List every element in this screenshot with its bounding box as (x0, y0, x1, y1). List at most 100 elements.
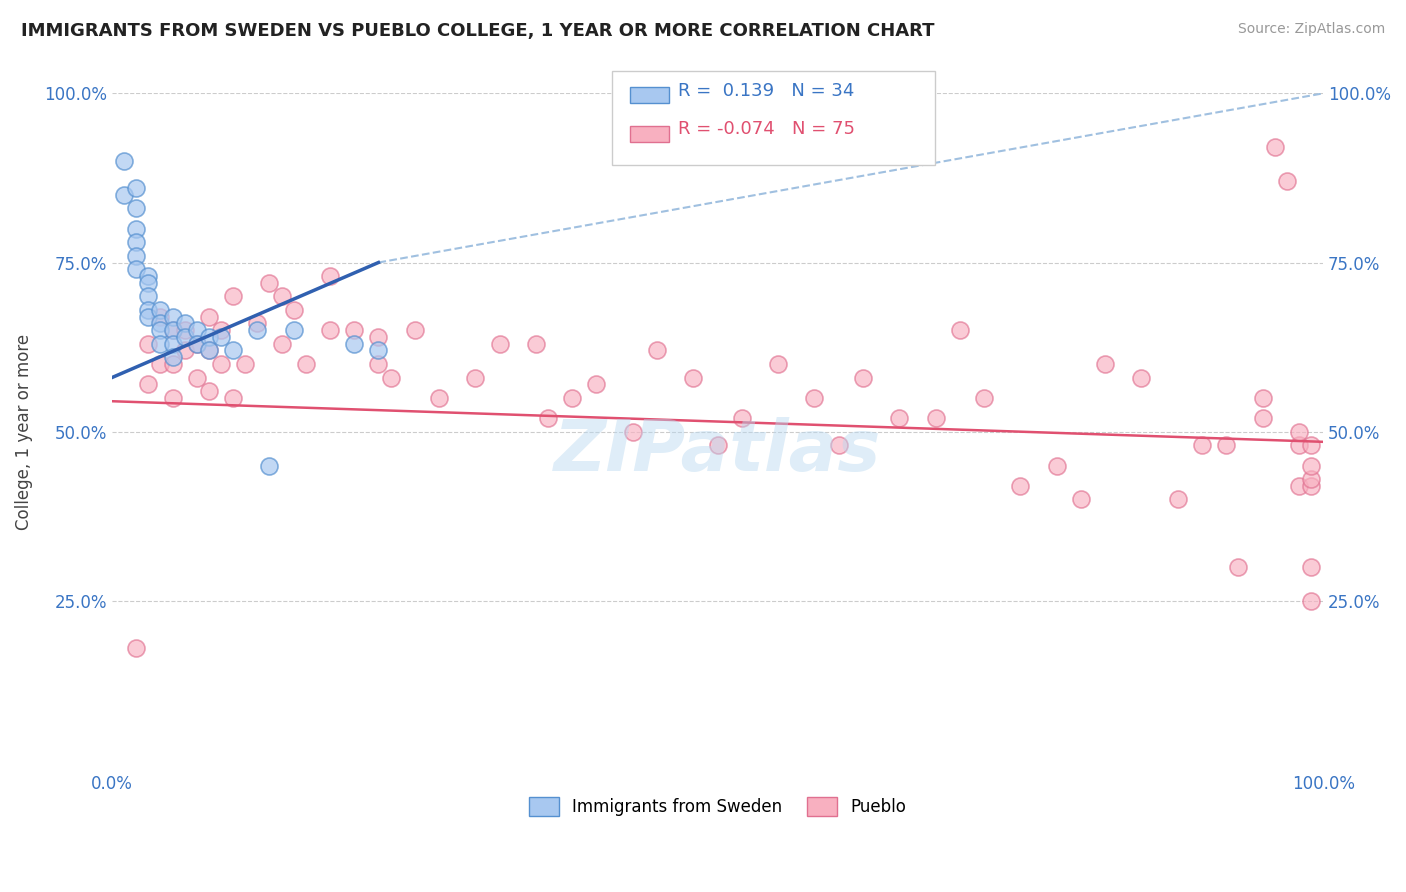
Point (222, 343, 245, 358)
Point (731, 411, 754, 425)
Point (136, 302, 159, 317)
Point (1299, 479, 1322, 493)
Point (621, 425, 644, 439)
Point (222, 391, 245, 405)
Point (561, 391, 583, 405)
Point (198, 310, 221, 324)
Y-axis label: College, 1 year or more: College, 1 year or more (15, 334, 32, 530)
Point (537, 411, 560, 425)
Point (343, 336, 366, 351)
Point (149, 357, 172, 371)
Point (1215, 438, 1237, 452)
Point (1167, 492, 1189, 507)
Point (464, 370, 486, 384)
Point (1251, 411, 1274, 425)
Point (1251, 391, 1274, 405)
Point (222, 289, 245, 303)
Point (766, 357, 789, 371)
Point (259, 276, 281, 290)
Point (319, 268, 342, 283)
Point (706, 438, 728, 452)
Point (173, 330, 195, 344)
Point (270, 289, 292, 303)
Point (367, 357, 389, 371)
Point (1299, 438, 1322, 452)
Point (524, 336, 547, 351)
Point (1275, 174, 1298, 188)
Text: R = -0.074   N = 75: R = -0.074 N = 75 (678, 120, 855, 138)
Point (852, 370, 875, 384)
Point (404, 323, 426, 337)
Point (162, 310, 184, 324)
Point (294, 357, 316, 371)
Point (1046, 458, 1069, 473)
Point (585, 377, 607, 392)
Point (645, 343, 668, 358)
Point (125, 235, 148, 250)
Point (198, 343, 221, 358)
Point (343, 323, 366, 337)
Point (209, 357, 232, 371)
Point (1299, 594, 1322, 608)
Point (1010, 479, 1032, 493)
Point (283, 323, 305, 337)
Point (149, 302, 172, 317)
Point (173, 323, 195, 337)
Text: Source: ZipAtlas.com: Source: ZipAtlas.com (1237, 22, 1385, 37)
Point (162, 323, 184, 337)
Point (173, 343, 195, 358)
Point (125, 181, 148, 195)
Point (1130, 370, 1153, 384)
Point (1094, 357, 1116, 371)
Point (125, 262, 148, 277)
Point (162, 357, 184, 371)
Point (283, 302, 305, 317)
Point (233, 357, 256, 371)
Text: IMMIGRANTS FROM SWEDEN VS PUEBLO COLLEGE, 1 YEAR OR MORE CORRELATION CHART: IMMIGRANTS FROM SWEDEN VS PUEBLO COLLEGE… (21, 22, 935, 40)
Text: ZIPatlas: ZIPatlas (554, 417, 882, 486)
Point (949, 323, 972, 337)
Point (162, 351, 184, 365)
Point (198, 330, 221, 344)
Point (149, 317, 172, 331)
Point (270, 336, 292, 351)
Point (924, 411, 946, 425)
Point (173, 317, 195, 331)
Point (973, 391, 995, 405)
Point (367, 343, 389, 358)
Point (125, 641, 148, 656)
Point (889, 411, 911, 425)
Point (319, 323, 342, 337)
Point (136, 268, 159, 283)
Point (162, 336, 184, 351)
Point (1299, 560, 1322, 574)
Point (136, 336, 159, 351)
Point (149, 323, 172, 337)
Point (112, 154, 135, 169)
Point (209, 330, 232, 344)
Point (136, 310, 159, 324)
Point (259, 458, 281, 473)
Point (186, 336, 208, 351)
Point (162, 391, 184, 405)
Point (136, 276, 159, 290)
Point (1299, 458, 1322, 473)
Point (1288, 425, 1310, 439)
Point (186, 323, 208, 337)
Point (198, 343, 221, 358)
Point (136, 377, 159, 392)
Point (427, 391, 450, 405)
Point (380, 370, 402, 384)
Point (246, 317, 269, 331)
Point (186, 336, 208, 351)
Point (1264, 140, 1286, 154)
Point (1288, 479, 1310, 493)
Point (125, 249, 148, 263)
Point (1191, 438, 1213, 452)
Point (1070, 492, 1092, 507)
Point (803, 391, 825, 405)
Point (209, 323, 232, 337)
Point (125, 221, 148, 235)
Point (149, 336, 172, 351)
Point (827, 438, 849, 452)
